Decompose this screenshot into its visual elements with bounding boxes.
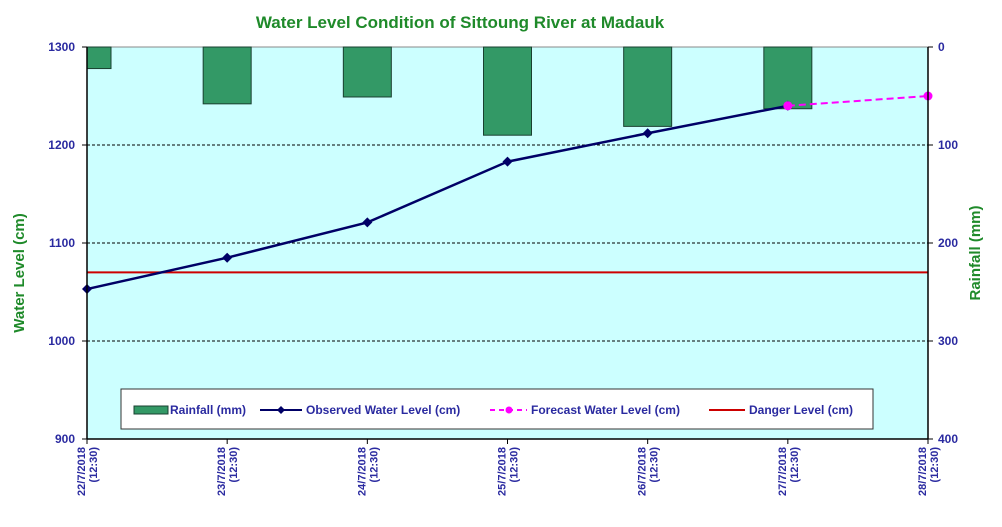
rainfall-bar bbox=[483, 46, 532, 136]
legend-label-danger: Danger Level (cm) bbox=[749, 403, 853, 417]
x-tick-label-line: 26/7/2018 bbox=[637, 447, 649, 496]
left-tick-label: 1200 bbox=[48, 138, 75, 152]
rainfall-bar bbox=[86, 46, 112, 70]
observed-series bbox=[82, 100, 793, 295]
x-tick-label: 24/7/2018 (12:30) bbox=[356, 447, 380, 496]
legend-swatch-rainfall bbox=[133, 405, 169, 415]
legend: Rainfall (mm) Observed Water Level (cm) Fo… bbox=[120, 388, 874, 430]
legend-marker-observed bbox=[277, 406, 285, 414]
observed-point bbox=[222, 252, 233, 263]
rainfall-bar bbox=[342, 46, 392, 98]
x-axis-ticks: 22/7/2018 (12:30) 23/7/2018 (12:30) 24/7/201… bbox=[76, 439, 941, 496]
right-tick-label: 400 bbox=[938, 432, 958, 446]
x-tick-label: 27/7/2018 (12:30) bbox=[777, 447, 801, 496]
left-tick-label: 900 bbox=[55, 432, 75, 446]
legend-marker-forecast bbox=[505, 406, 513, 414]
x-tick-label: 25/7/2018 (12:30) bbox=[497, 447, 521, 496]
x-tick-label: 26/7/2018 (12:30) bbox=[637, 447, 661, 496]
observed-point bbox=[362, 217, 373, 228]
forecast-point bbox=[783, 101, 793, 111]
rainfall-bar bbox=[202, 46, 252, 105]
right-y-axis-ticks: 0 100 200 300 400 bbox=[928, 40, 958, 446]
left-tick-label: 1000 bbox=[48, 334, 75, 348]
rainfall-series bbox=[86, 46, 813, 136]
x-tick-label-line: 23/7/2018 bbox=[216, 447, 228, 496]
x-tick-label-line: (12:30) bbox=[649, 447, 661, 483]
right-tick-label: 0 bbox=[938, 40, 945, 54]
legend-label-rainfall: Rainfall (mm) bbox=[170, 403, 246, 417]
x-tick-label-line: (12:30) bbox=[789, 447, 801, 483]
chart-title: Water Level Condition of Sittoung River … bbox=[256, 13, 665, 32]
x-tick-label: 28/7/2018 (12:30) bbox=[917, 447, 941, 496]
x-tick-label-line: 27/7/2018 bbox=[777, 447, 789, 496]
right-tick-label: 300 bbox=[938, 334, 958, 348]
x-tick-label-line: (12:30) bbox=[228, 447, 240, 483]
x-tick-label-line: (12:30) bbox=[509, 447, 521, 483]
x-tick-label-line: (12:30) bbox=[368, 447, 380, 483]
rainfall-bar bbox=[763, 46, 813, 110]
left-axis-title: Water Level (cm) bbox=[11, 213, 28, 332]
legend-label-forecast: Forecast Water Level (cm) bbox=[531, 403, 680, 417]
left-y-axis-ticks: 900 1000 1100 1200 1300 bbox=[48, 40, 87, 446]
x-tick-label-line: 22/7/2018 bbox=[76, 447, 88, 496]
x-tick-label: 23/7/2018 (12:30) bbox=[216, 447, 240, 496]
rainfall-bar bbox=[623, 46, 673, 127]
observed-point bbox=[502, 156, 513, 167]
legend-box bbox=[120, 388, 874, 430]
x-tick-label-line: (12:30) bbox=[88, 447, 100, 483]
forecast-line bbox=[787, 95, 929, 107]
right-tick-label: 100 bbox=[938, 138, 958, 152]
observed-line bbox=[86, 104, 789, 291]
right-tick-label: 200 bbox=[938, 236, 958, 250]
x-tick-label-line: 24/7/2018 bbox=[356, 447, 368, 496]
x-tick-label-line: 28/7/2018 bbox=[917, 447, 929, 496]
observed-point bbox=[642, 128, 653, 139]
x-tick-label: 22/7/2018 (12:30) bbox=[76, 447, 100, 496]
x-tick-label-line: 25/7/2018 bbox=[497, 447, 509, 496]
right-axis-title: Rainfall (mm) bbox=[967, 205, 984, 300]
left-tick-label: 1300 bbox=[48, 40, 75, 54]
x-tick-label-line: (12:30) bbox=[929, 447, 941, 483]
left-tick-label: 1100 bbox=[49, 236, 75, 250]
legend-label-observed: Observed Water Level (cm) bbox=[306, 403, 460, 417]
